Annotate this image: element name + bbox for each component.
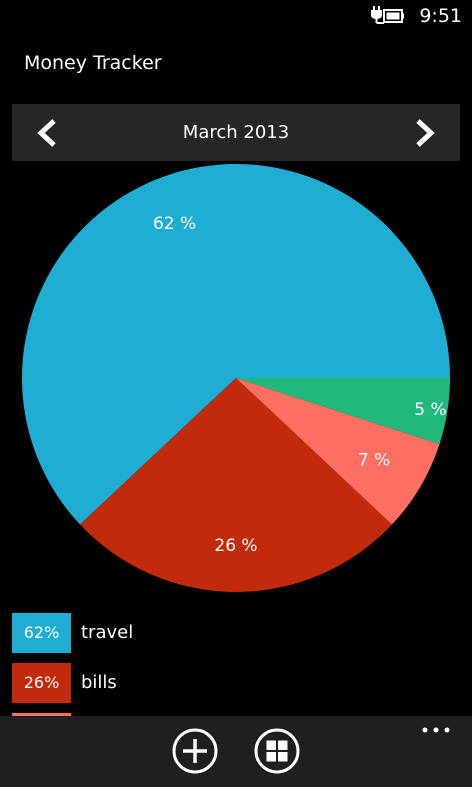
pie-slice-travel [22,163,450,525]
pie-label-bills: 26 % [214,536,257,556]
legend-swatch: 26% [12,663,71,703]
legend-label: bills [81,672,117,693]
categories-button[interactable] [254,728,300,774]
status-time: 9:51 [419,5,462,27]
chevron-right-icon [416,119,435,147]
prev-month-button[interactable] [12,104,82,161]
app-title: Money Tracker [24,52,162,74]
pie-slices [22,163,450,592]
pie-slice-slice-3 [236,378,440,525]
legend-swatch: 62% [12,613,71,653]
grid-circle-icon [254,728,300,774]
month-navigator: March 2013 [12,104,460,161]
legend-swatch [12,713,71,716]
legend-item[interactable] [12,713,472,716]
pie-label-travel: 62 % [153,214,196,234]
expense-pie-chart: 62 % 26 % 7 % 5 % [22,163,450,592]
pie-label-slice-4: 5 % [414,400,446,420]
chevron-left-icon [37,119,56,147]
more-dots-icon [422,727,450,733]
battery-charging-icon [371,6,404,24]
legend: 62% travel 26% bills [12,613,472,716]
legend-item[interactable]: 26% bills [12,663,472,703]
add-button[interactable] [172,728,218,774]
pie-slice-bills [80,378,392,592]
add-circle-icon [172,728,218,774]
month-label: March 2013 [182,122,290,143]
more-button[interactable] [420,722,452,738]
pie-label-slice-3: 7 % [358,451,390,471]
legend-item[interactable]: 62% travel [12,613,472,653]
pie-labels: 62 % 26 % 7 % 5 % [153,214,447,556]
legend-label: travel [81,622,134,643]
app-bar [0,716,472,787]
next-month-button[interactable] [390,104,460,161]
status-bar: 9:51 [0,0,472,32]
pie-slice-slice-4 [236,378,450,445]
